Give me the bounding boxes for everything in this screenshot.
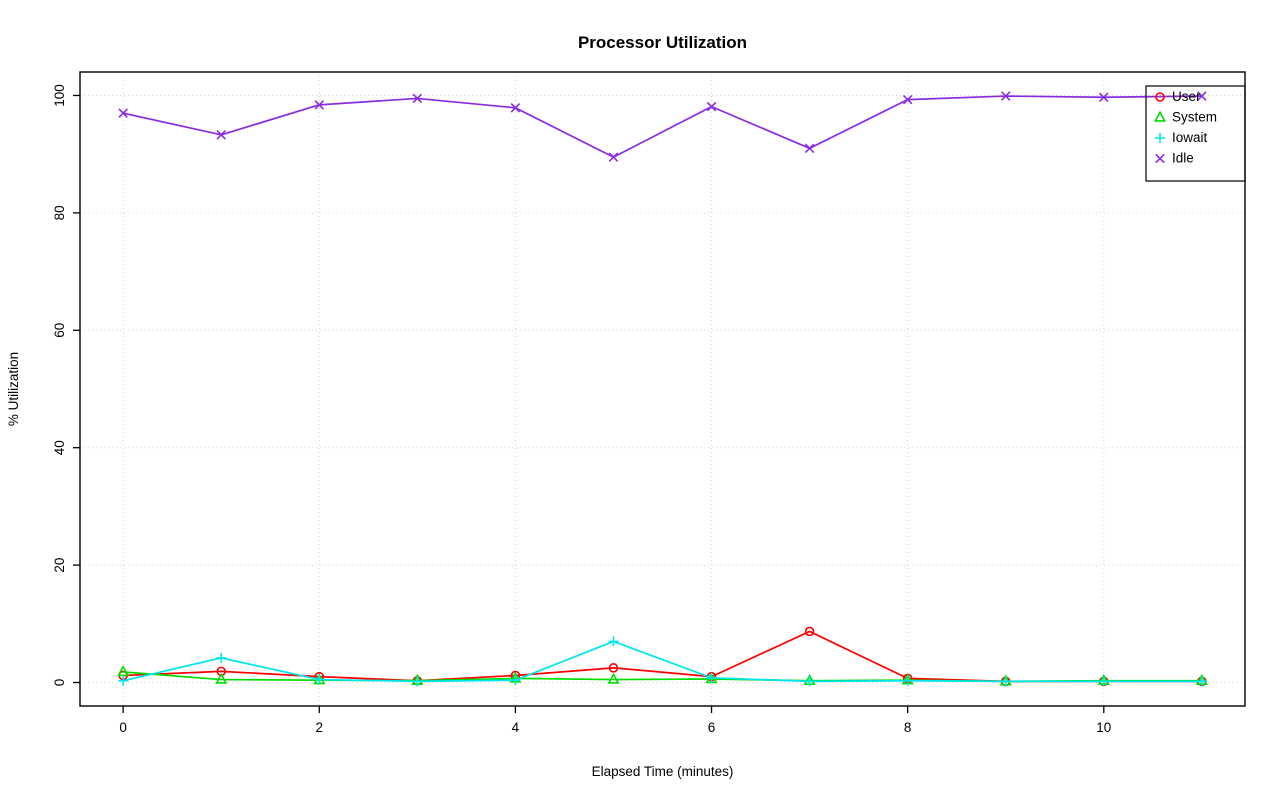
x-marker <box>412 93 423 104</box>
x-marker <box>1000 91 1011 101</box>
plus-marker <box>608 636 619 647</box>
plus-marker <box>1000 676 1011 687</box>
circle-marker <box>1155 92 1165 102</box>
x-tick-label: 6 <box>708 720 716 735</box>
plus-marker <box>706 672 717 683</box>
plus-marker <box>510 675 521 686</box>
circle-marker <box>608 663 619 673</box>
triangle-marker <box>1153 110 1167 122</box>
legend: User System Iowait Idle <box>1145 85 1246 182</box>
y-tick-label: 0 <box>52 679 67 687</box>
legend-label-iowait: Iowait <box>1172 130 1208 145</box>
plus-marker <box>1098 676 1109 687</box>
plus-marker <box>118 675 129 686</box>
x-marker <box>1155 153 1165 164</box>
legend-box <box>1145 85 1246 182</box>
series-line-iowait <box>122 640 1202 683</box>
x-tick-label: 10 <box>1096 720 1111 735</box>
plus-marker <box>216 652 227 663</box>
y-tick-label: 100 <box>52 84 67 107</box>
plus-marker <box>902 675 913 686</box>
axis-ticks <box>73 94 1105 713</box>
x-axis-label: Elapsed Time (minutes) <box>592 764 734 779</box>
triangle-marker <box>215 672 228 684</box>
chart-title: Processor Utilization <box>578 33 747 52</box>
x-marker <box>1099 92 1109 103</box>
x-marker <box>118 108 128 118</box>
legend-label-user: User <box>1172 89 1201 104</box>
plus-marker <box>804 676 815 687</box>
series-user <box>118 626 1207 687</box>
plus-marker <box>314 674 325 685</box>
triangle-marker <box>117 665 130 677</box>
series-iowait <box>118 636 1207 687</box>
y-tick-label: 20 <box>52 558 67 573</box>
plot-border <box>79 71 1246 707</box>
y-tick-label: 40 <box>52 440 67 455</box>
triangle-marker <box>607 672 620 684</box>
y-axis-label: % Utilization <box>6 352 21 426</box>
x-marker <box>1197 91 1207 101</box>
series-line-user <box>123 630 1202 683</box>
series-line-system <box>123 671 1202 683</box>
gridlines <box>80 72 1245 706</box>
plus-marker <box>1155 133 1165 143</box>
x-marker <box>804 143 815 154</box>
x-tick-label: 0 <box>119 720 127 735</box>
x-marker <box>706 101 717 112</box>
legend-label-idle: Idle <box>1172 151 1194 166</box>
legend-label-system: System <box>1172 110 1217 125</box>
x-marker <box>314 100 325 110</box>
x-marker <box>608 152 619 162</box>
plus-marker <box>1196 676 1207 687</box>
series-idle <box>118 91 1207 162</box>
y-tick-label: 80 <box>52 205 67 220</box>
x-tick-label: 8 <box>904 720 912 735</box>
circle-marker <box>804 626 815 637</box>
series-line-idle <box>122 95 1202 158</box>
x-marker <box>216 130 226 140</box>
x-tick-label: 4 <box>512 720 520 735</box>
x-tick-label: 2 <box>316 720 324 735</box>
x-marker <box>902 94 913 105</box>
x-marker <box>510 103 521 113</box>
plus-marker <box>412 676 423 687</box>
y-tick-label: 60 <box>52 323 67 338</box>
